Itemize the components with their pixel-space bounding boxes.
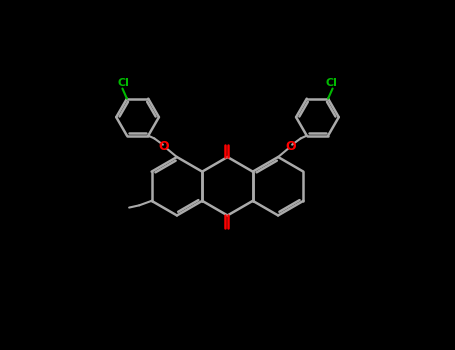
Text: Cl: Cl: [117, 78, 130, 88]
Text: O: O: [286, 140, 296, 153]
Text: O: O: [159, 140, 169, 153]
Text: Cl: Cl: [325, 78, 338, 88]
